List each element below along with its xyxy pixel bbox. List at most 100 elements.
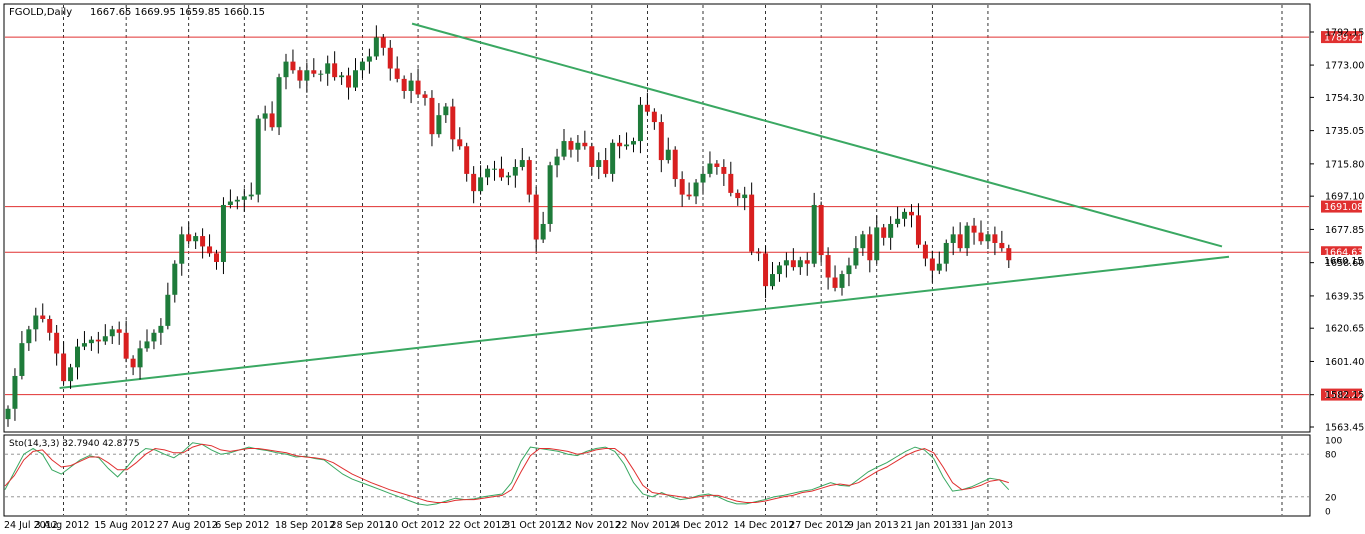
candle-body (742, 194, 748, 199)
candle-body (116, 329, 122, 333)
candle-body (234, 199, 240, 202)
candle-body (151, 332, 157, 342)
sto-main-line (4, 442, 1010, 506)
candle-body (172, 263, 178, 295)
candle-body (596, 160, 602, 167)
candle-body (825, 255, 831, 278)
x-tick-label: 12 Nov 2012 (560, 520, 621, 531)
x-tick-label: 27 Aug 2012 (157, 520, 218, 531)
y-tick-label: 1773.00 (1325, 61, 1364, 72)
candle-body (422, 94, 428, 98)
candle-body (471, 173, 477, 192)
candle-body (637, 104, 643, 142)
candle-body (498, 168, 504, 178)
candle-body (54, 332, 60, 354)
candle-body (186, 234, 192, 242)
candle-body (137, 348, 143, 368)
candle-body (776, 265, 782, 275)
level-label: 1582.22 (1324, 390, 1363, 401)
candle-body (214, 253, 219, 262)
y-tick-label: 1677.85 (1325, 225, 1364, 236)
candle-body (429, 97, 435, 135)
sto-y-tick-label: 0 (1325, 508, 1331, 518)
candle-body (749, 194, 755, 252)
y-tick-label: 1697.10 (1325, 192, 1364, 203)
candle-body (811, 204, 817, 264)
lower-trendline (59, 255, 1230, 390)
candle-body (241, 196, 247, 200)
level-badge (1321, 31, 1362, 44)
candle-body (790, 260, 796, 268)
candle-body (304, 70, 310, 81)
candle-body (631, 141, 636, 145)
candle-body (1006, 248, 1012, 261)
x-tick-label: 22 Oct 2012 (449, 520, 508, 531)
candle-body (909, 211, 914, 216)
candle-body (415, 80, 421, 95)
candle-body (366, 56, 372, 62)
candle-body (783, 260, 789, 266)
candle-body (318, 73, 324, 75)
candle-body (227, 201, 233, 205)
candle-body (158, 325, 164, 333)
candle-body (88, 339, 94, 344)
stochastic-oscillator: 100 80 20 0 (4, 437, 1342, 518)
candle-body (207, 246, 213, 254)
x-tick-label: 10 Oct 2012 (386, 520, 445, 531)
candle-body (693, 182, 699, 197)
candle-body (505, 175, 511, 178)
candle-body (109, 329, 115, 337)
candle-body (874, 227, 880, 261)
x-tick-label: 28 Sep 2012 (331, 520, 391, 531)
candle-body (512, 166, 518, 176)
candle-body (394, 68, 400, 79)
candles (5, 25, 1012, 427)
y-tick-label: 1715.80 (1325, 159, 1364, 170)
candle-body (464, 146, 470, 174)
candle-body (408, 80, 414, 91)
x-tick-label: 3 Aug 2012 (35, 520, 90, 531)
x-tick-label: 14 Dec 2012 (734, 520, 795, 531)
candle-body (533, 194, 539, 240)
candle-body (144, 341, 150, 349)
chart-header-symbol: FGOLD,Daily (9, 7, 72, 18)
candle-body (401, 78, 407, 91)
candle-body (220, 204, 226, 262)
candle-body (33, 315, 39, 330)
candle-body (47, 318, 53, 333)
candle-body (728, 173, 734, 193)
candle-body (603, 160, 609, 174)
candle-body (165, 294, 171, 326)
level-label: 1691.08 (1324, 202, 1363, 213)
candle-body (248, 194, 254, 197)
candle-body (5, 408, 11, 420)
candle-body (200, 236, 206, 247)
candle-body (61, 353, 67, 382)
x-tick-label: 22 Nov 2012 (616, 520, 677, 531)
candle-body (992, 234, 998, 243)
candle-body (12, 375, 18, 409)
candle-body (582, 142, 588, 147)
candle-body (846, 265, 852, 275)
candle-body (102, 336, 108, 342)
x-tick-label: 4 Dec 2012 (674, 520, 729, 531)
chart-header-ohlc: 1667.65 1669.95 1659.85 1660.15 (90, 7, 265, 18)
candle-body (763, 253, 769, 287)
candle-body (561, 141, 567, 157)
candle-body (651, 111, 657, 123)
candle-body (346, 75, 352, 88)
horizontal-levels: 1789.21 1691.08 1664.63 1582.22 1660.15 (5, 31, 1363, 401)
candle-body (68, 367, 74, 382)
candle-body (40, 315, 46, 319)
level-badge (1321, 200, 1362, 213)
candle-body (359, 61, 365, 71)
candle-body (554, 156, 560, 166)
candle-body (929, 258, 935, 271)
candle-body (353, 70, 358, 88)
candle-body (915, 215, 921, 245)
candle-body (19, 343, 25, 376)
candle-body (269, 113, 275, 128)
price-axis: 1792.15 1773.00 1754.30 1735.05 1715.80 1697.… (1310, 28, 1364, 434)
price-panel (3, 3, 1311, 433)
